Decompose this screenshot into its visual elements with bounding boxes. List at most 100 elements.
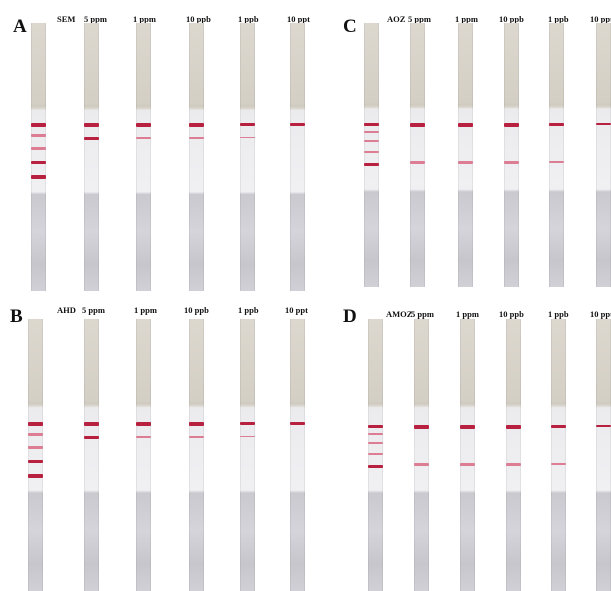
faint-band <box>28 446 43 449</box>
faint-band <box>240 436 255 437</box>
analyte-label: AOZ <box>387 14 406 24</box>
analyte-label: AMOZ <box>386 309 413 319</box>
test-strip <box>136 23 151 291</box>
strong-band <box>189 123 204 127</box>
strong-band <box>364 163 379 166</box>
faint-band <box>364 131 379 133</box>
concentration-label: 5 ppm <box>411 309 434 319</box>
faint-band <box>551 463 566 465</box>
faint-band <box>549 161 564 163</box>
faint-band <box>506 463 521 466</box>
strong-band <box>28 474 43 478</box>
strong-band <box>136 422 151 426</box>
faint-band <box>240 137 255 138</box>
faint-band <box>189 137 204 139</box>
strong-band <box>290 422 305 425</box>
strong-band <box>84 436 99 439</box>
test-strip <box>551 319 566 591</box>
faint-band <box>28 433 43 436</box>
faint-band <box>31 134 46 137</box>
test-strip <box>414 319 429 591</box>
test-strip <box>189 23 204 291</box>
analyte-label: SEM <box>57 14 76 24</box>
concentration-label: 10 ppb <box>186 14 211 24</box>
test-strip <box>84 23 99 291</box>
faint-band <box>136 137 151 139</box>
concentration-label: 1 ppm <box>455 14 478 24</box>
strong-band <box>458 123 473 127</box>
test-strip <box>460 319 475 591</box>
faint-band <box>368 442 383 444</box>
strong-band <box>84 422 99 426</box>
test-strip <box>458 23 473 287</box>
panel-letter: D <box>343 306 357 327</box>
strong-band <box>28 460 43 463</box>
test-strip <box>84 319 99 591</box>
strong-band <box>189 422 204 426</box>
test-strip <box>240 319 255 591</box>
test-strip <box>410 23 425 287</box>
strong-band <box>414 425 429 429</box>
concentration-label: 10 ppt <box>590 309 611 319</box>
strong-band <box>368 425 383 428</box>
faint-band <box>504 161 519 164</box>
analyte-label: AHD <box>57 305 76 315</box>
test-strip <box>549 23 564 287</box>
panel-letter: A <box>13 16 27 37</box>
strong-band <box>551 425 566 428</box>
strong-band <box>368 465 383 468</box>
concentration-label: 5 ppm <box>408 14 431 24</box>
strong-band <box>460 425 475 429</box>
strong-band <box>549 123 564 126</box>
strong-band <box>504 123 519 127</box>
faint-band <box>364 140 379 142</box>
panel-letter: C <box>343 16 357 37</box>
strong-band <box>84 123 99 127</box>
test-strip <box>596 23 611 287</box>
reference-strip <box>368 319 383 591</box>
concentration-label: 1 ppb <box>238 305 259 315</box>
strong-band <box>240 422 255 425</box>
concentration-label: 10 ppb <box>499 309 524 319</box>
concentration-label: 10 ppb <box>499 14 524 24</box>
faint-band <box>368 433 383 435</box>
panel-letter: B <box>10 306 23 327</box>
faint-band <box>189 436 204 438</box>
test-strip <box>506 319 521 591</box>
reference-strip <box>31 23 46 291</box>
concentration-label: 1 ppb <box>548 309 569 319</box>
test-strip <box>136 319 151 591</box>
concentration-label: 1 ppm <box>456 309 479 319</box>
concentration-label: 10 ppt <box>285 305 308 315</box>
faint-band <box>410 161 425 164</box>
test-strip <box>596 319 611 591</box>
concentration-label: 1 ppm <box>133 14 156 24</box>
concentration-label: 1 ppb <box>548 14 569 24</box>
strong-band <box>290 123 305 126</box>
strong-band <box>31 161 46 164</box>
strong-band <box>28 422 43 426</box>
strong-band <box>240 123 255 126</box>
concentration-label: 5 ppm <box>84 14 107 24</box>
faint-band <box>414 463 429 466</box>
concentration-label: 1 ppb <box>238 14 259 24</box>
strong-band <box>410 123 425 127</box>
strong-band <box>596 123 611 125</box>
reference-strip <box>28 319 43 591</box>
test-strip <box>504 23 519 287</box>
faint-band <box>460 463 475 466</box>
strong-band <box>31 175 46 179</box>
faint-band <box>458 161 473 164</box>
test-strip <box>240 23 255 291</box>
faint-band <box>31 147 46 150</box>
concentration-label: 5 ppm <box>82 305 105 315</box>
faint-band <box>368 453 383 455</box>
concentration-label: 10 ppb <box>184 305 209 315</box>
reference-strip <box>364 23 379 287</box>
strong-band <box>84 137 99 140</box>
strong-band <box>596 425 611 427</box>
test-strip <box>189 319 204 591</box>
faint-band <box>364 151 379 153</box>
strong-band <box>506 425 521 429</box>
concentration-label: 1 ppm <box>134 305 157 315</box>
